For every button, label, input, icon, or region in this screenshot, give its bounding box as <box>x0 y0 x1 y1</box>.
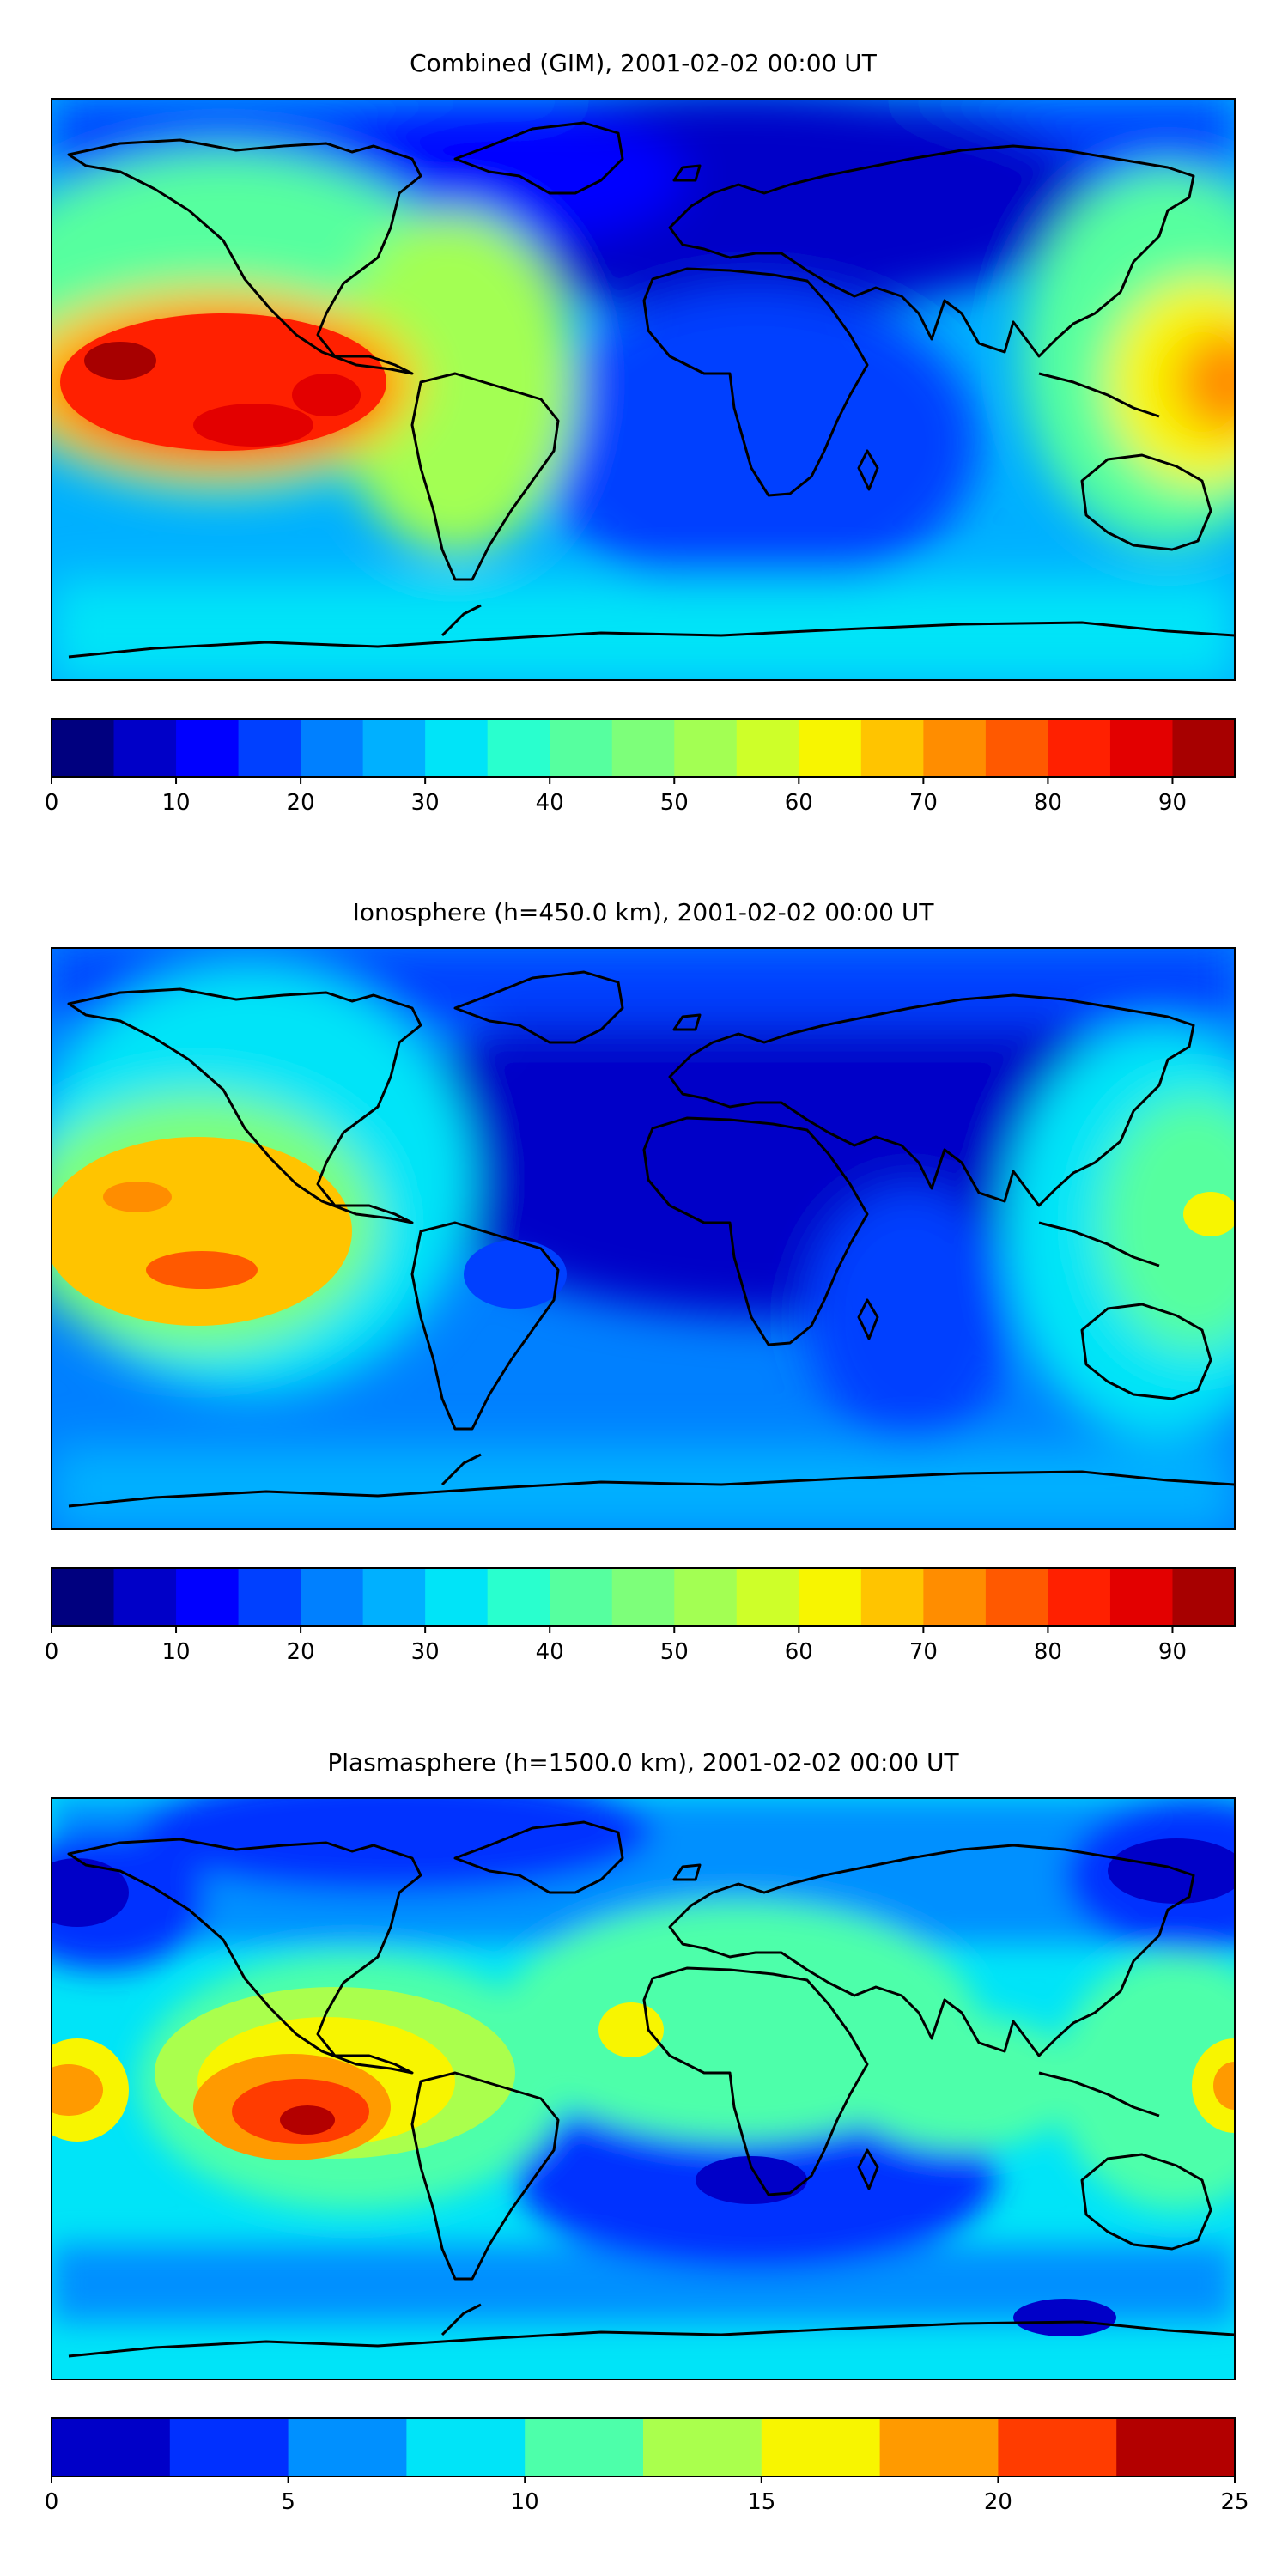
colorbar-swatch <box>674 719 738 777</box>
colorbar-swatch <box>1109 1568 1174 1626</box>
colorbar: 0 10 20 30 40 50 60 70 80 90 <box>45 718 1236 816</box>
colorbar-frame <box>51 1567 1236 1627</box>
colorbar-swatch <box>52 719 115 777</box>
colorbar-frame <box>51 2417 1236 2477</box>
colorbar-swatch <box>879 2418 999 2476</box>
map-field <box>52 1798 1235 2379</box>
map-field <box>52 99 1235 680</box>
colorbar-swatch <box>550 719 613 777</box>
colorbar-swatch <box>643 2418 762 2476</box>
colorbar-tick-label: 80 <box>1034 1639 1062 1665</box>
colorbar-swatch <box>736 719 799 777</box>
colorbar-swatch <box>487 719 550 777</box>
colorbar-swatch <box>985 1568 1049 1626</box>
colorbar-swatch <box>425 719 489 777</box>
colorbar-swatch <box>301 1568 364 1626</box>
colorbar-swatch <box>525 2418 644 2476</box>
colorbar-swatch <box>169 2418 289 2476</box>
colorbar-swatch <box>52 1568 115 1626</box>
colorbar-swatch <box>736 1568 799 1626</box>
chart-title: Ionosphere (h=450.0 km), 2001-02-02 00:0… <box>353 898 935 927</box>
colorbar-swatch <box>301 719 364 777</box>
colorbar-tick-label: 25 <box>1220 2489 1249 2515</box>
colorbar-tick-label: 5 <box>281 2489 295 2515</box>
colorbar-swatch <box>238 719 301 777</box>
colorbar-swatch <box>288 2418 407 2476</box>
chart-title: Plasmasphere (h=1500.0 km), 2001-02-02 0… <box>327 1748 959 1777</box>
map-frame <box>51 947 1236 1530</box>
colorbar-tick-label: 20 <box>287 1639 315 1665</box>
chart-title: Combined (GIM), 2001-02-02 00:00 UT <box>410 49 878 77</box>
colorbar-swatch <box>1048 1568 1111 1626</box>
colorbar-tick-label: 50 <box>660 790 689 816</box>
colorbar-swatch <box>985 719 1049 777</box>
map-field <box>52 948 1235 1529</box>
panel-plasmasphere: Plasmasphere (h=1500.0 km), 2001-02-02 0… <box>45 1748 1249 2515</box>
colorbar-swatch <box>1048 719 1111 777</box>
colorbar-tick-label: 80 <box>1034 790 1062 816</box>
colorbar-swatch <box>611 719 675 777</box>
colorbar-tick-label: 70 <box>909 1639 938 1665</box>
colorbar-swatch <box>860 1568 924 1626</box>
colorbar-swatch <box>998 2418 1117 2476</box>
colorbar-swatch <box>799 719 862 777</box>
colorbar-swatch <box>799 1568 862 1626</box>
colorbar-tick-label: 15 <box>747 2489 775 2515</box>
colorbar-swatch <box>113 719 177 777</box>
colorbar-frame <box>51 718 1236 778</box>
colorbar-tick-label: 20 <box>287 790 315 816</box>
colorbar-tick-label: 60 <box>785 790 813 816</box>
colorbar-tick-label: 0 <box>45 2489 59 2515</box>
colorbar-swatch <box>176 1568 240 1626</box>
panel-ionosphere: Ionosphere (h=450.0 km), 2001-02-02 00:0… <box>45 898 1236 1665</box>
colorbar-tick-label: 40 <box>536 790 564 816</box>
colorbar-swatch <box>923 719 987 777</box>
colorbar-swatch <box>674 1568 738 1626</box>
colorbar-tick-label: 30 <box>411 1639 440 1665</box>
colorbar-tick-label: 10 <box>162 1639 191 1665</box>
colorbar-swatch <box>487 1568 550 1626</box>
colorbar-swatch <box>52 2418 171 2476</box>
colorbar-swatch <box>550 1568 613 1626</box>
colorbar-tick-label: 50 <box>660 1639 689 1665</box>
colorbar-swatch <box>425 1568 489 1626</box>
colorbar-tick-label: 20 <box>984 2489 1012 2515</box>
colorbar-swatch <box>176 719 240 777</box>
colorbar-tick-label: 0 <box>45 790 59 816</box>
map-frame <box>51 98 1236 681</box>
colorbar-tick-label: 30 <box>411 790 440 816</box>
colorbar-swatch <box>406 2418 526 2476</box>
colorbar-swatch <box>761 2418 881 2476</box>
colorbar-swatch <box>238 1568 301 1626</box>
colorbar-swatch <box>611 1568 675 1626</box>
colorbar-swatch <box>362 719 426 777</box>
colorbar-tick-label: 10 <box>162 790 191 816</box>
colorbar-swatch <box>1172 1568 1236 1626</box>
colorbar-swatch <box>113 1568 177 1626</box>
colorbar-tick-label: 90 <box>1158 790 1187 816</box>
map-frame <box>51 1797 1236 2380</box>
panel-combined: Combined (GIM), 2001-02-02 00:00 UT <box>45 49 1236 816</box>
colorbar-swatch <box>1172 719 1236 777</box>
colorbar-swatch <box>362 1568 426 1626</box>
colorbar-tick-label: 70 <box>909 790 938 816</box>
colorbar-tick-label: 0 <box>45 1639 59 1665</box>
colorbar: 0 5 10 15 20 25 <box>45 2417 1249 2515</box>
colorbar-tick-label: 40 <box>536 1639 564 1665</box>
colorbar-tick-label: 90 <box>1158 1639 1187 1665</box>
colorbar-swatch <box>923 1568 987 1626</box>
colorbar-swatch <box>1116 2418 1236 2476</box>
colorbar-tick-label: 10 <box>511 2489 539 2515</box>
colorbar-swatch <box>860 719 924 777</box>
colorbar: 0 10 20 30 40 50 60 70 80 90 <box>45 1567 1236 1665</box>
colorbar-swatch <box>1109 719 1174 777</box>
colorbar-tick-label: 60 <box>785 1639 813 1665</box>
